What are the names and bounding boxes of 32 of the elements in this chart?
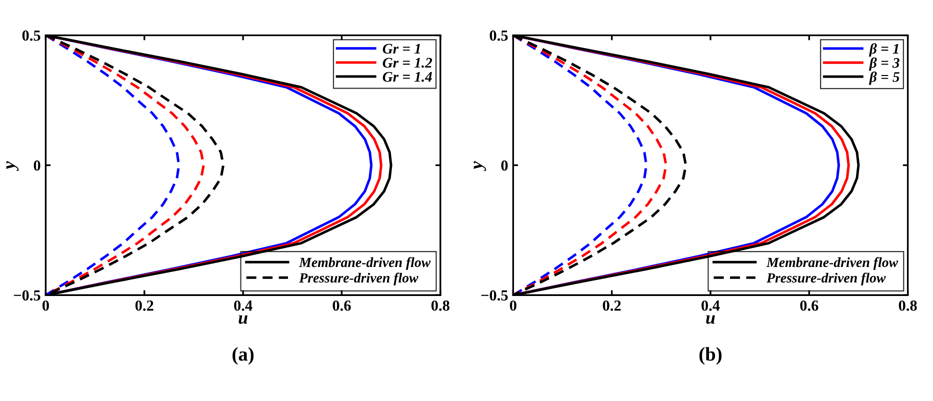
- legend-label: Gr = 1.4: [382, 72, 432, 82]
- y-tick-label: −0.5: [14, 290, 40, 301]
- legend-label: Gr = 1.2: [382, 58, 432, 68]
- legend-label: β = 1: [868, 43, 898, 57]
- text: (a): [232, 347, 254, 365]
- x-tick-label: 0.6: [800, 300, 818, 311]
- annotation: Membrane-driven flow: [766, 257, 898, 270]
- y-tick-label: 0: [34, 160, 40, 171]
- x-tick-label: 0.8: [431, 300, 450, 311]
- x-axis-title: u: [706, 315, 715, 324]
- x-tick-label: 0.6: [332, 300, 351, 311]
- x-tick-label: 0.4: [234, 300, 252, 311]
- x-tick-label: 0.4: [702, 300, 720, 311]
- y-tick-label: 0.5: [490, 30, 508, 41]
- y-tick-label: 0: [501, 160, 508, 171]
- text: (b): [699, 347, 722, 365]
- y-axis-title: y: [6, 161, 19, 172]
- x-tick-label: 0.8: [898, 300, 917, 311]
- x-tick-label: 0: [510, 300, 516, 311]
- legend-label: Gr = 1: [382, 44, 420, 54]
- legend-label: β = 5: [868, 72, 900, 85]
- annotation: Membrane-driven flow: [298, 257, 431, 270]
- annotation: Pressure-driven flow: [766, 272, 886, 286]
- y-tick-label: −0.5: [481, 290, 508, 301]
- x-tick-label: 0.2: [135, 300, 154, 311]
- x-axis-title: u: [238, 315, 248, 324]
- annotation: Pressure-driven flow: [299, 272, 418, 286]
- y-tick-label: 0.5: [22, 30, 40, 41]
- legend-label: β = 3: [868, 57, 900, 71]
- y-axis-title: y: [474, 161, 486, 172]
- x-tick-label: 0: [42, 300, 49, 311]
- x-tick-label: 0.2: [602, 300, 621, 311]
